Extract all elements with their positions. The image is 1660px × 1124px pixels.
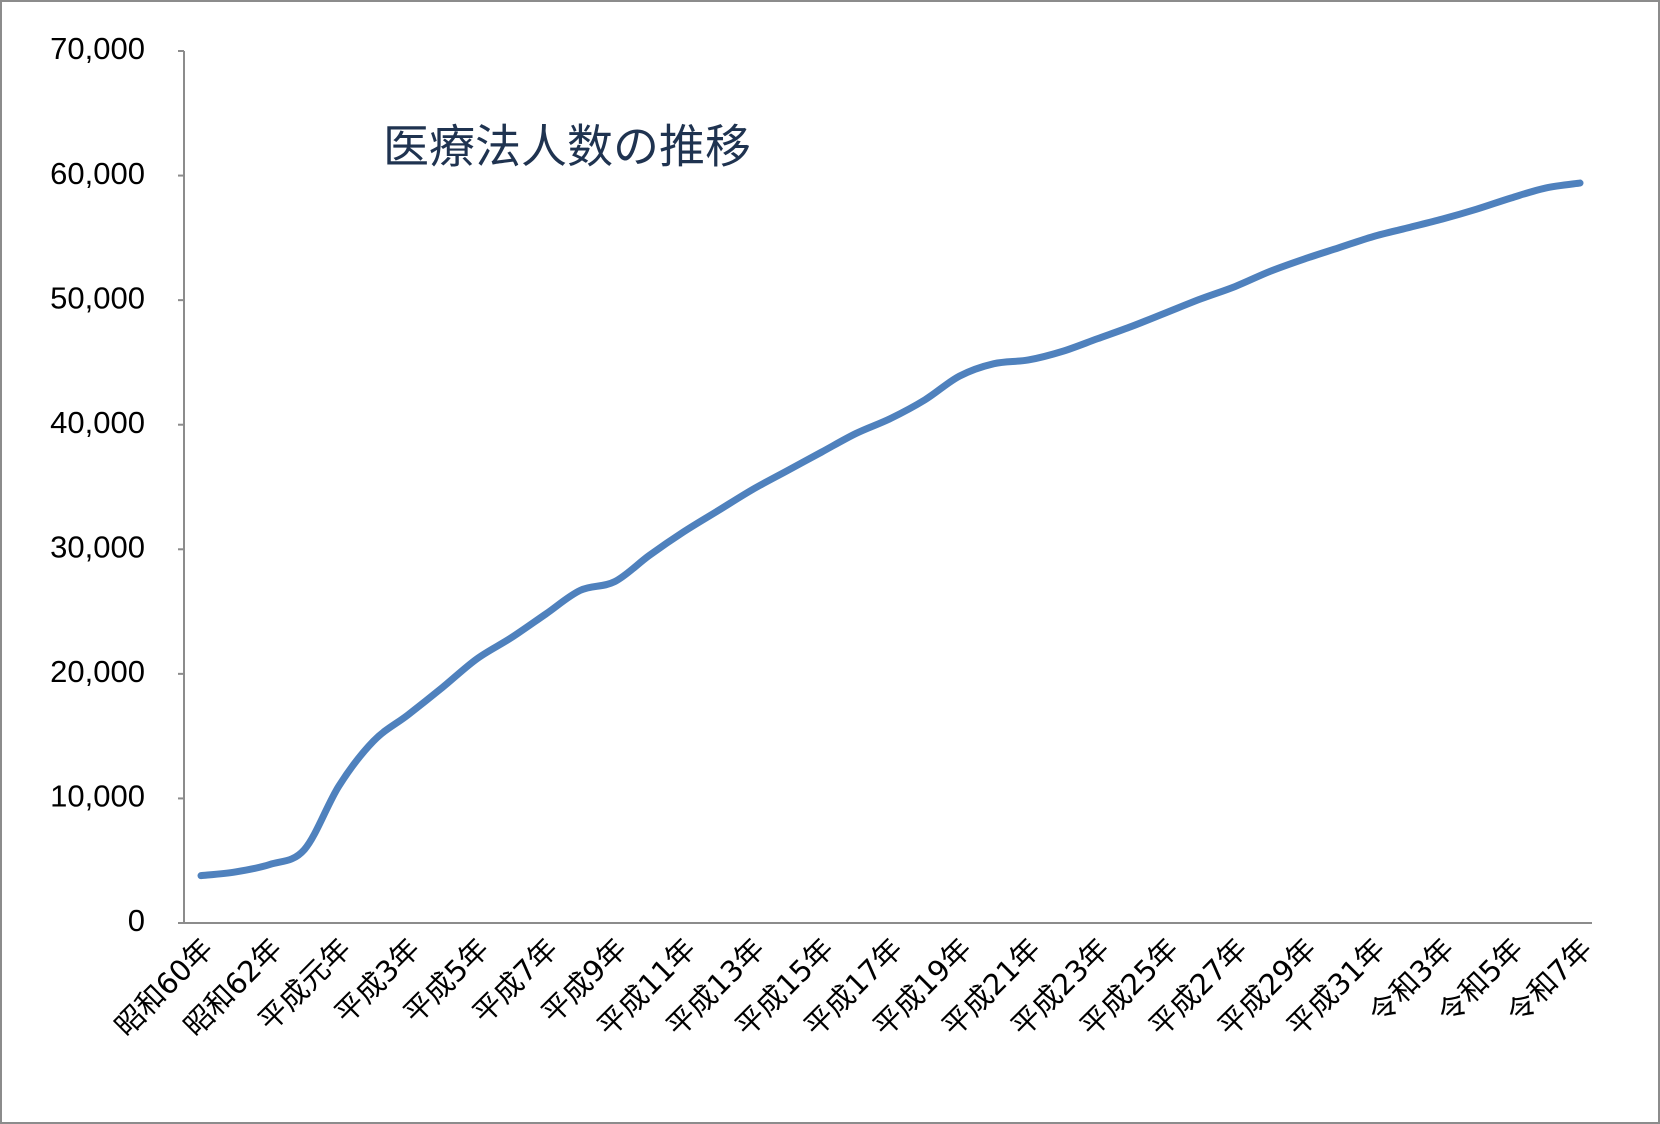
y-tick-label: 60,000 (50, 156, 145, 191)
y-tick-label: 30,000 (50, 529, 145, 564)
y-tick-label: 10,000 (50, 779, 145, 814)
y-tick-label: 70,000 (50, 31, 145, 66)
y-tick-label: 0 (128, 903, 145, 938)
data-line (197, 179, 1584, 880)
chart-title: 医療法人数の推移 (383, 120, 751, 174)
y-tick-label: 20,000 (50, 654, 145, 689)
y-tick-label: 40,000 (50, 405, 145, 440)
y-tick-label: 50,000 (50, 280, 145, 315)
